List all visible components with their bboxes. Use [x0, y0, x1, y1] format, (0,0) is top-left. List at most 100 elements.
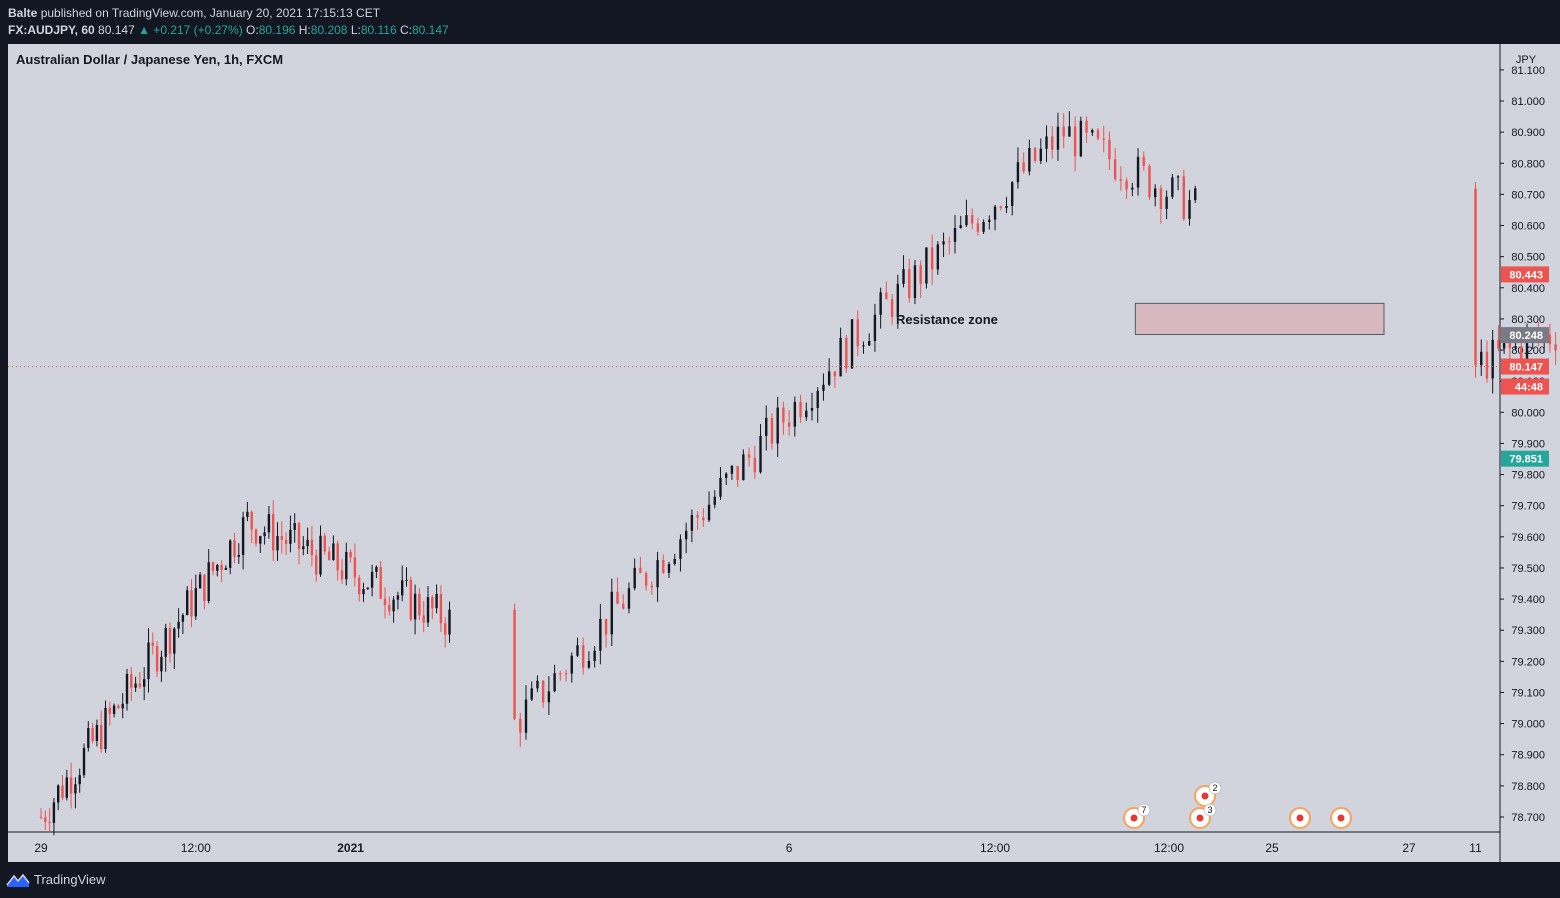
plot-area[interactable]	[8, 44, 1500, 832]
candle-body	[713, 496, 716, 505]
open-value: 80.196	[258, 23, 296, 37]
author-name[interactable]: Balte	[8, 6, 38, 20]
x-tick-label: 29	[34, 841, 48, 855]
symbol-label[interactable]: FX:AUDJPY, 60	[8, 23, 95, 37]
candle-body	[896, 283, 899, 317]
candle-body	[1016, 162, 1020, 183]
y-tick-label: 81.000	[1511, 96, 1545, 108]
candle-body	[327, 551, 331, 561]
candle-body	[349, 551, 352, 558]
candle-body	[392, 599, 395, 612]
candle-body	[323, 535, 326, 552]
candle-body	[1113, 159, 1117, 179]
candle-body	[856, 319, 859, 347]
candle-body	[306, 539, 309, 547]
candle-body	[345, 551, 348, 580]
candle-body	[673, 558, 676, 565]
open-label: O:	[246, 23, 259, 37]
candle-body	[890, 299, 894, 317]
candle-body	[913, 265, 917, 299]
candle-body	[259, 536, 262, 544]
publish-info: Balte published on TradingView.com, Janu…	[8, 6, 380, 20]
event-marker-dot	[1196, 814, 1204, 822]
candle-body	[862, 345, 865, 347]
candle-body	[868, 340, 871, 346]
candle-body	[1520, 346, 1523, 363]
chart-header: Balte published on TradingView.com, Janu…	[0, 0, 1560, 44]
candle-body	[1079, 120, 1083, 157]
candle-body	[650, 585, 654, 588]
candle-body	[885, 292, 888, 300]
y-tick-label: 80.900	[1511, 127, 1545, 139]
candle-body	[524, 699, 528, 733]
y-tick-label: 80.000	[1511, 407, 1545, 419]
candle-body	[787, 422, 791, 427]
candle-body	[125, 673, 129, 704]
candle-body	[100, 725, 103, 750]
candle-body	[1028, 147, 1031, 172]
candle-body	[1131, 187, 1134, 190]
candle-body	[104, 707, 107, 750]
candle-body	[52, 802, 56, 824]
candle-body	[444, 623, 447, 635]
candle-body	[822, 384, 825, 391]
candle-body	[332, 543, 335, 561]
time-axis[interactable]	[8, 832, 1500, 862]
y-tick-label: 79.700	[1511, 501, 1545, 513]
candle-body	[246, 511, 249, 518]
low-value: 80.116	[360, 23, 397, 37]
candle-body	[850, 319, 854, 369]
tradingview-logo-icon[interactable]	[6, 872, 30, 888]
event-badge-count: 7	[1141, 805, 1146, 815]
candle-body	[1188, 200, 1191, 220]
candle-body	[1039, 148, 1042, 161]
candle-body	[91, 728, 94, 742]
candle-body	[936, 244, 940, 270]
event-badge	[1137, 803, 1151, 817]
y-tick-label: 80.600	[1511, 221, 1545, 233]
event-badge	[1208, 781, 1222, 795]
last-price: 80.147	[98, 23, 135, 37]
candle-body	[388, 604, 391, 612]
candle-body	[57, 785, 60, 803]
candle-body	[1548, 334, 1552, 345]
y-tick-label: 78.700	[1511, 812, 1545, 824]
candle-body	[44, 817, 47, 822]
candle-body	[1142, 156, 1145, 167]
candle-body	[816, 390, 819, 408]
candle-body	[1159, 188, 1163, 209]
candle-body	[396, 595, 400, 600]
candle-body	[633, 567, 636, 589]
last-price-label: 80.147	[1509, 362, 1543, 374]
candle-body	[1005, 205, 1008, 209]
candle-body	[662, 560, 665, 573]
candle-body	[782, 407, 785, 423]
candle-body	[1102, 138, 1105, 140]
candle-body	[982, 222, 985, 232]
drawing-layer	[1134, 302, 1385, 335]
candle-body	[805, 410, 808, 418]
currency-label: JPY	[1516, 54, 1537, 66]
candle-body	[280, 536, 283, 540]
candle-body	[919, 265, 922, 284]
candle-body	[173, 628, 176, 654]
candle-body	[155, 646, 159, 672]
candle-body	[207, 562, 210, 602]
price-chart[interactable]: Australian Dollar / Japanese Yen, 1h, FX…	[0, 44, 1560, 862]
candle-body	[999, 206, 1002, 209]
candle-body	[1022, 162, 1025, 172]
candle-body	[793, 401, 797, 427]
candle-body	[1182, 176, 1185, 220]
candle-body	[237, 555, 240, 557]
candle-body	[690, 515, 694, 531]
candle-body	[1011, 182, 1014, 206]
candle-body	[147, 642, 150, 680]
event-marker-dot	[1130, 814, 1138, 822]
last-price-label-bg	[1501, 358, 1549, 375]
candle-body	[753, 457, 756, 473]
candle-body	[622, 603, 625, 609]
candle-body	[224, 567, 228, 570]
candle-body	[513, 609, 516, 719]
tradingview-brand[interactable]: TradingView	[34, 872, 106, 887]
